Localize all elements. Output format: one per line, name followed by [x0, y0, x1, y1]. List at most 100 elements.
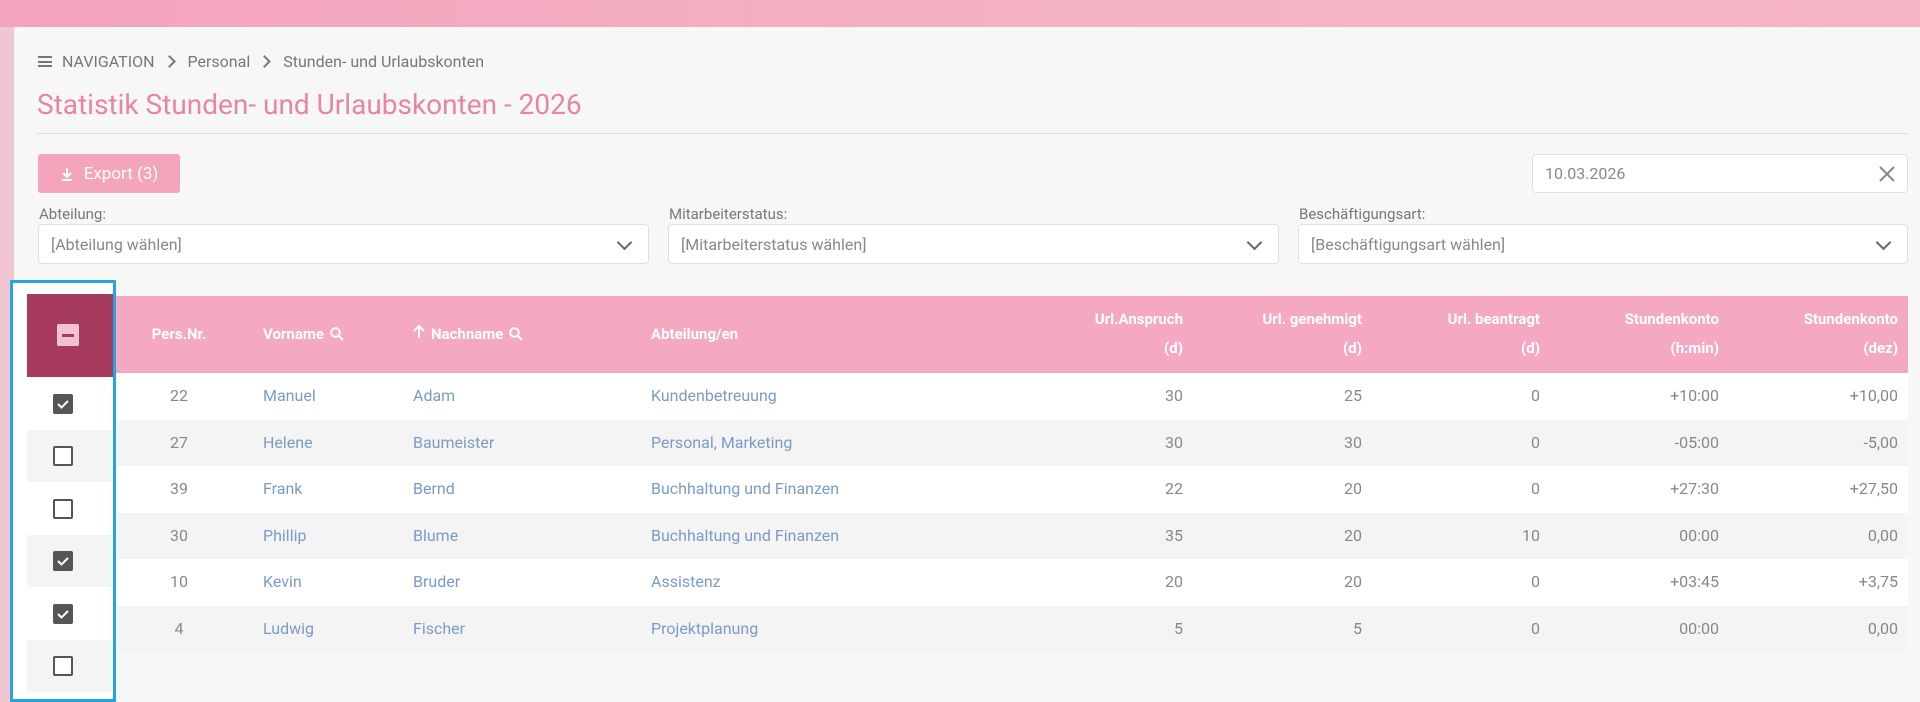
column-header[interactable]: Stundenkonto (dez)	[1804, 305, 1898, 363]
table-cell: 30	[1165, 432, 1183, 452]
column-header[interactable]: Nachname	[413, 320, 524, 349]
header-label: Stundenkonto	[1803, 310, 1898, 328]
table-cell[interactable]: Manuel	[263, 386, 316, 405]
filter-select[interactable]: [Mitarbeiterstatus wählen]	[668, 224, 1279, 264]
table-cell: 0	[1531, 618, 1540, 638]
column-header[interactable]: Abteilung/en	[651, 320, 738, 349]
date-value: 10.03.2026	[1545, 164, 1626, 183]
table-cell: 22	[170, 386, 188, 405]
table-cell: 5	[1174, 618, 1183, 638]
table-cell[interactable]: Blume	[413, 525, 459, 545]
filter-select[interactable]: [Abteilung wählen]	[38, 224, 649, 264]
selection-column	[10, 280, 116, 702]
table-cell[interactable]: Bruder	[413, 572, 461, 591]
header-unit: (h:min)	[1670, 339, 1719, 357]
table-cell: 30	[170, 525, 188, 545]
table-cell[interactable]: Bernd	[413, 479, 455, 498]
header-label: Pers.Nr.	[151, 325, 207, 343]
select-all-cell	[27, 294, 113, 377]
search-icon[interactable]	[324, 325, 344, 343]
column-header[interactable]: Url. beantragt (d)	[1448, 305, 1540, 363]
header-label: Url. genehmigt	[1262, 310, 1362, 328]
row-checkbox[interactable]	[53, 603, 73, 624]
divider	[37, 133, 1908, 134]
select-all-checkbox[interactable]	[57, 324, 79, 346]
table-cell[interactable]: Buchhaltung und Finanzen	[651, 525, 840, 545]
header-unit: (d)	[1164, 339, 1183, 357]
header-label: Abteilung/en	[651, 325, 739, 343]
table-cell: 0	[1531, 572, 1540, 591]
menu-icon	[38, 56, 52, 67]
table-cell: 35	[1165, 525, 1183, 545]
table-cell: +27:30	[1670, 479, 1719, 498]
table-cell: 0,00	[1867, 525, 1898, 545]
breadcrumb-item[interactable]: Personal	[187, 52, 251, 71]
breadcrumb-item[interactable]: Stunden- und Urlaubskonten	[283, 52, 485, 71]
search-icon[interactable]	[503, 325, 524, 343]
menu-line	[38, 60, 52, 63]
breadcrumb-item[interactable]: NAVIGATION	[62, 52, 155, 71]
sort-arrow	[413, 320, 425, 349]
table-cell[interactable]: Kevin	[263, 572, 302, 591]
column-header[interactable]: Url. genehmigt (d)	[1262, 305, 1362, 363]
table-row[interactable]: 39 Frank Bernd Buchhaltung und Finanzen 22 20…	[27, 466, 1908, 513]
dropdown-arrow	[1246, 234, 1263, 251]
table-cell[interactable]: Helene	[263, 432, 313, 452]
table-cell[interactable]: Fischer	[413, 618, 466, 638]
export-button[interactable]: Export (3)	[38, 154, 180, 193]
filter-label: Mitarbeiterstatus:	[669, 205, 788, 223]
table-cell[interactable]: Buchhaltung und Finanzen	[651, 479, 840, 498]
filter-label: Beschäftigungsart:	[1299, 205, 1426, 223]
column-header[interactable]: Vorname	[263, 320, 344, 349]
top-bar	[0, 0, 1920, 27]
table-cell[interactable]: Projektplanung	[651, 618, 759, 638]
row-checkbox[interactable]	[53, 656, 73, 676]
table-cell[interactable]: Frank	[263, 479, 303, 498]
table-row[interactable]: 22 Manuel Adam Kundenbetreuung 30 25 0 +10:00 +1…	[27, 373, 1908, 420]
header-label: Url. beantragt	[1447, 310, 1540, 328]
header-label: Vorname	[263, 325, 324, 343]
column-header[interactable]: Stundenkonto (h:min)	[1625, 305, 1719, 363]
table-cell: -05:00	[1674, 432, 1719, 452]
breadcrumb: NAVIGATION Personal Stunden- und Urlaubsko…	[38, 52, 484, 71]
row-checkbox[interactable]	[53, 498, 73, 519]
row-checkbox[interactable]	[53, 394, 73, 414]
table-cell: +10:00	[1670, 386, 1719, 405]
column-header[interactable]: Pers.Nr.	[119, 320, 239, 349]
table-row[interactable]: 10 Kevin Bruder Assistenz 20 20 0 +03:45 +3,75	[27, 559, 1908, 606]
table-cell[interactable]: Adam	[413, 386, 456, 405]
table-cell: 0	[1531, 432, 1540, 452]
table-cell[interactable]: Baumeister	[413, 432, 495, 452]
export-label: Export (3)	[83, 163, 159, 184]
table-cell: 20	[1344, 572, 1362, 591]
table-cell: 22	[1165, 479, 1183, 498]
clear-icon[interactable]	[1879, 166, 1895, 182]
table-row[interactable]: 30 Phillip Blume Buchhaltung und Finanzen 35…	[27, 512, 1908, 559]
table-row[interactable]: 4 Ludwig Fischer Projektplanung 5 5 0 00:00 0,00	[27, 605, 1908, 652]
table-cell: 30	[1344, 432, 1362, 452]
header-label: Url.Anspruch	[1094, 310, 1183, 328]
row-checkbox[interactable]	[53, 446, 73, 467]
download-icon	[61, 167, 72, 181]
table-cell[interactable]: Kundenbetreuung	[651, 386, 777, 405]
row-checkbox[interactable]	[53, 551, 73, 572]
filter-placeholder: [Beschäftigungsart wählen]	[1311, 234, 1506, 254]
table-cell: 0	[1531, 386, 1540, 405]
table-cell[interactable]: Ludwig	[263, 618, 315, 638]
table-cell[interactable]: Personal, Marketing	[651, 432, 793, 452]
filter-select[interactable]: [Beschäftigungsart wählen]	[1298, 224, 1908, 264]
filter-placeholder: [Mitarbeiterstatus wählen]	[681, 234, 867, 254]
date-field[interactable]: 10.03.2026	[1532, 154, 1908, 193]
column-header[interactable]: Url.Anspruch (d)	[1095, 305, 1183, 363]
table-cell: 4	[174, 618, 184, 638]
table-cell[interactable]: Phillip	[263, 525, 307, 545]
table-cell: 0	[1531, 479, 1540, 498]
table-row[interactable]: 27 Helene Baumeister Personal, Marketing 30 3…	[27, 419, 1908, 466]
table-cell[interactable]: Assistenz	[651, 572, 721, 591]
breadcrumb-separator	[258, 55, 272, 68]
filter-placeholder: [Abteilung wählen]	[51, 234, 182, 254]
table-cell: 39	[170, 479, 188, 498]
table-cell: +3,75	[1858, 572, 1898, 591]
table-cell: +03:45	[1670, 572, 1719, 591]
